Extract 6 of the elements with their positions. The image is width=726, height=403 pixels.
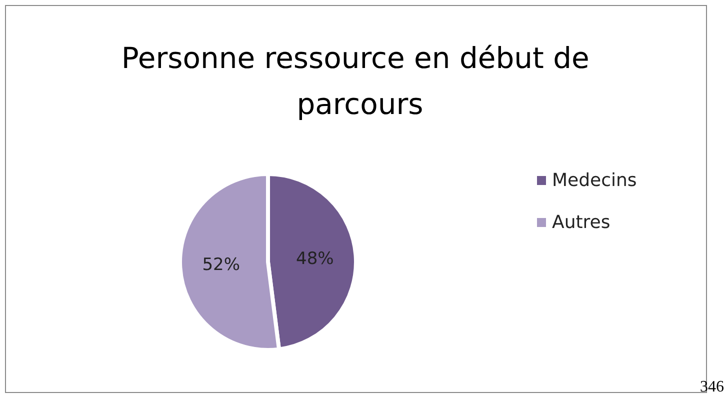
data-label: 52%	[202, 254, 240, 275]
chart-title: Personne ressource en début de parcours	[121, 41, 599, 121]
legend-label: Autres	[552, 212, 610, 233]
data-label: 48%	[296, 249, 334, 270]
text: 346	[700, 378, 724, 396]
legend-label: Medecins	[552, 170, 637, 191]
